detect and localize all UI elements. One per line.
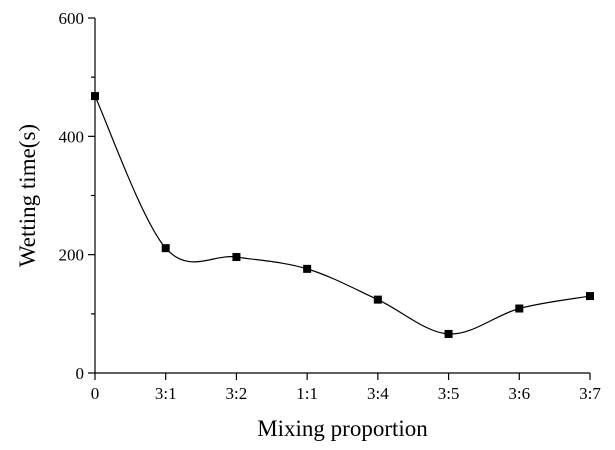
x-tick-label: 3:4 xyxy=(367,384,389,403)
y-tick-label: 0 xyxy=(76,364,85,383)
x-tick-label: 1:1 xyxy=(296,384,318,403)
data-point xyxy=(161,244,170,253)
data-point xyxy=(515,304,524,313)
y-ticks: 0 200 400 600 xyxy=(59,9,95,383)
x-tick-label: 3:2 xyxy=(226,384,248,403)
data-point xyxy=(373,295,382,304)
data-markers xyxy=(91,92,594,338)
x-axis-title: Mixing proportion xyxy=(257,416,428,441)
y-axis-title: Wetting time(s) xyxy=(15,124,40,267)
data-point xyxy=(586,292,594,301)
x-tick-label: 3:7 xyxy=(579,384,601,403)
x-tick-label: 3:6 xyxy=(508,384,530,403)
x-axis: 0 3:1 3:2 1:1 3:4 3:5 3:6 3:7 xyxy=(91,372,601,403)
data-point xyxy=(303,264,312,273)
x-tick-label: 0 xyxy=(91,384,100,403)
x-tick-label: 3:1 xyxy=(155,384,177,403)
y-tick-label: 600 xyxy=(59,9,85,28)
data-point xyxy=(232,253,241,262)
series-line xyxy=(94,95,591,335)
y-tick-label: 400 xyxy=(59,127,85,146)
x-ticks: 0 3:1 3:2 1:1 3:4 3:5 3:6 3:7 xyxy=(91,373,601,403)
data-point xyxy=(91,92,99,101)
data-point xyxy=(444,329,453,338)
x-tick-label: 3:5 xyxy=(438,384,460,403)
y-tick-label: 200 xyxy=(59,246,85,265)
y-axis: 0 200 400 600 xyxy=(59,9,96,383)
